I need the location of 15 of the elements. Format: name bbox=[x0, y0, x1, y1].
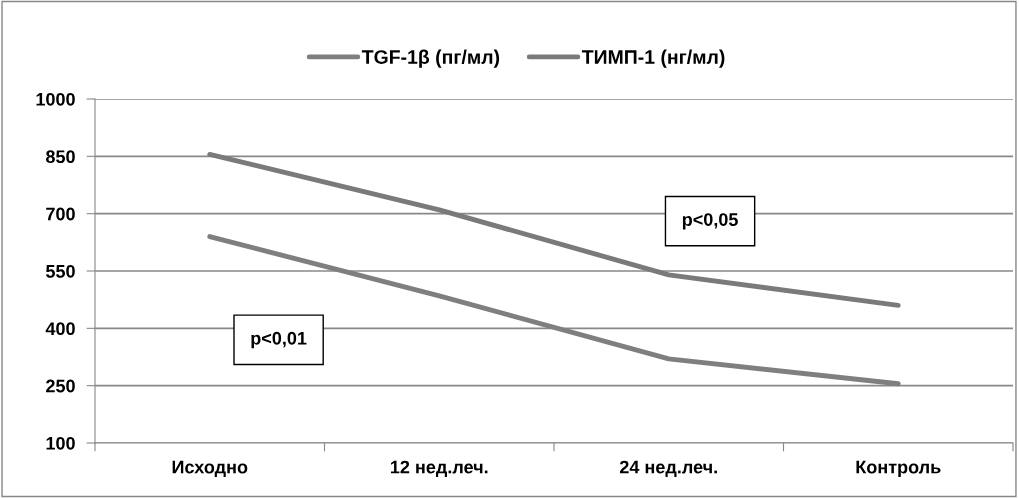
annotation: p<0,05 bbox=[682, 213, 738, 230]
legend-label: ТИМП-1 (нг/мл) bbox=[581, 49, 725, 68]
x-tick-label: 12 нед.леч. bbox=[390, 460, 488, 477]
x-tick-label: Контроль bbox=[856, 460, 941, 478]
y-tick-label: 100 bbox=[46, 436, 75, 450]
y-tick-label: 400 bbox=[45, 322, 75, 336]
x-tick-label: Исходно bbox=[172, 460, 248, 477]
x-tick-label: 24 нед.леч. bbox=[619, 460, 717, 477]
y-tick-label: 250 bbox=[46, 379, 75, 393]
y-tick-label: 550 bbox=[45, 264, 75, 278]
y-tick-label: 1000 bbox=[36, 92, 75, 106]
legend-label: TGF-1β (пг/мл) bbox=[361, 49, 500, 68]
annotation: p<0,01 bbox=[251, 331, 307, 349]
y-tick-label: 700 bbox=[46, 207, 75, 221]
y-tick-label: 850 bbox=[46, 150, 75, 164]
